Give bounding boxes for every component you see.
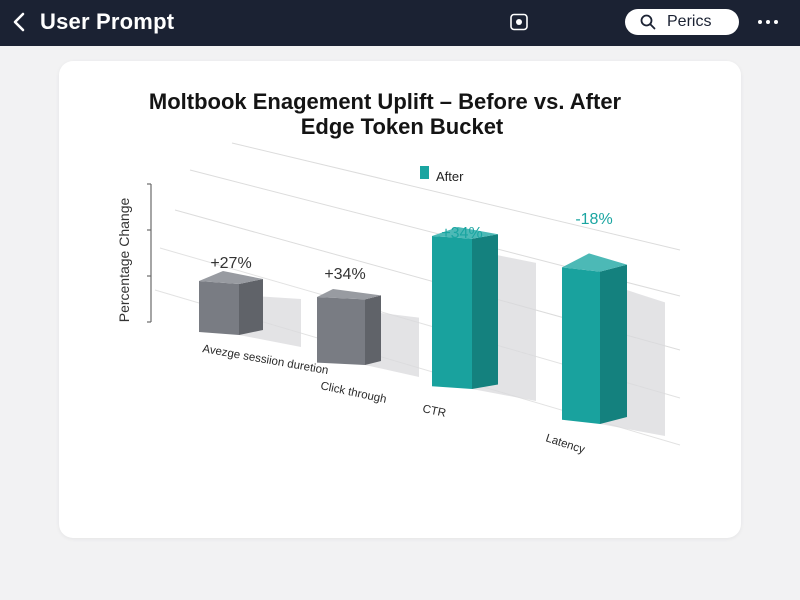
bar-value-label: +27% <box>210 255 251 272</box>
category-label: Latency <box>544 432 586 456</box>
bars <box>199 227 665 436</box>
search-label: Perics <box>667 13 712 30</box>
legend-label-after: After <box>436 169 464 184</box>
bar-value-label: -18% <box>575 211 612 228</box>
data-labels: +27% +34% +34% -18% <box>210 211 612 283</box>
bar-top <box>199 271 263 284</box>
bar-side <box>600 264 627 424</box>
top-bar: User Prompt Perics <box>0 0 800 46</box>
bar-top <box>317 289 381 300</box>
bar-front <box>432 236 472 389</box>
bar-value-label: +34% <box>324 266 365 283</box>
more-horizontal-icon[interactable] <box>757 14 779 30</box>
bar-side <box>365 295 381 365</box>
bar-front <box>199 281 239 335</box>
category-label: Click through <box>319 380 387 406</box>
y-axis-label: Percentage Change <box>116 198 132 323</box>
bar-front <box>562 267 600 424</box>
bar-top <box>562 253 627 272</box>
bar-side <box>239 279 263 335</box>
category-label: Avezge sessiion duretion <box>201 343 329 377</box>
record-icon[interactable] <box>509 13 529 31</box>
chart-subtitle: Edge Token Bucket <box>300 114 504 139</box>
legend-swatch-after <box>420 166 429 179</box>
bar-front <box>317 297 365 365</box>
page-title: User Prompt <box>40 9 175 34</box>
legend: After <box>420 166 464 184</box>
chevron-left-icon[interactable] <box>10 11 30 33</box>
y-axis <box>147 183 152 323</box>
category-label: CTR <box>421 403 447 420</box>
bar-top <box>432 227 498 239</box>
bar-side <box>472 234 498 389</box>
bar-value-label: +34% <box>441 225 482 242</box>
search-button[interactable]: Perics <box>625 9 739 35</box>
search-icon <box>640 14 656 30</box>
chart-title: Moltbook Enagement Uplift – Before vs. A… <box>148 89 622 114</box>
